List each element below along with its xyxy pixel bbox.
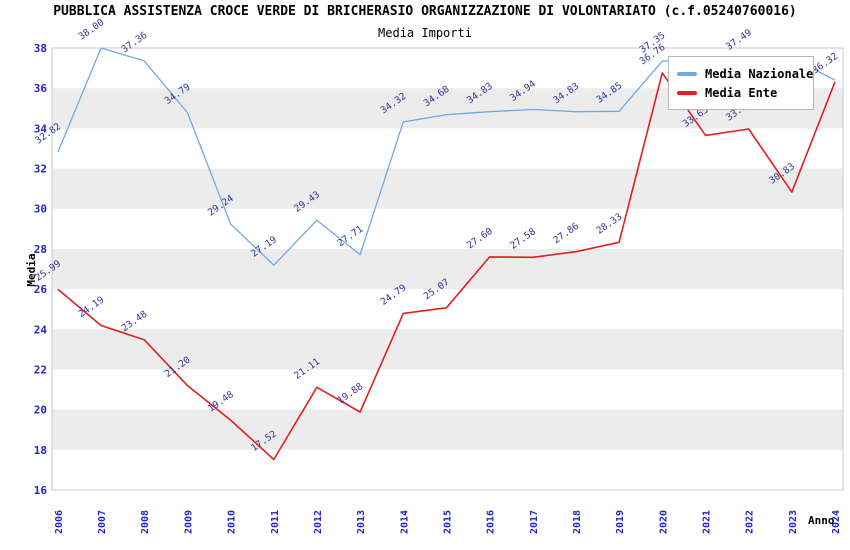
legend-item-media-nazionale[interactable]: Media Nazionale (677, 64, 813, 83)
x-tick-label: 2024 (831, 510, 842, 534)
point-label: 19.88 (336, 381, 366, 407)
legend-label-media-ente: Media Ente (705, 85, 778, 100)
plot-border (51, 47, 844, 491)
legend-item-media-ente[interactable]: Media Ente (677, 83, 805, 102)
background-band (52, 248, 843, 290)
x-tick-label: 2021 (702, 510, 713, 534)
legend-label-media-nazionale: Media Nazionale (705, 66, 814, 81)
x-tick-label: 2017 (529, 510, 540, 534)
y-tick-label: 24 (34, 323, 48, 336)
point-label: 24.19 (77, 294, 107, 320)
x-axis-title: Anno (808, 514, 835, 527)
x-tick-label: 2018 (572, 510, 583, 534)
y-tick-label: 16 (34, 484, 48, 497)
background-band (52, 329, 843, 370)
chart-subtitle: Media Importi (378, 26, 472, 40)
x-tick-label: 2007 (97, 510, 108, 534)
point-label: 37.36 (120, 30, 150, 56)
y-tick-label: 34 (34, 122, 48, 135)
x-tick-label: 2016 (486, 510, 497, 534)
x-tick-label: 2020 (658, 510, 669, 534)
x-tick-label: 2008 (140, 510, 151, 534)
series-line-media-ente (57, 72, 836, 461)
x-tick-label: 2010 (227, 510, 238, 534)
point-label: 37.49 (724, 27, 754, 53)
blue-line-swatch-icon (677, 71, 697, 76)
y-tick-label: 26 (34, 283, 48, 296)
y-tick-label: 36 (34, 82, 48, 95)
y-tick-label: 18 (34, 444, 47, 457)
y-tick-label: 32 (34, 163, 47, 176)
point-label: 27.71 (336, 224, 366, 250)
point-label: 38.00 (77, 17, 107, 43)
point-label: 27.60 (465, 226, 495, 252)
x-tick-label: 2012 (313, 510, 324, 534)
x-tick-label: 2015 (442, 510, 453, 534)
point-label: 36.32 (810, 51, 840, 76)
x-tick-label: 2014 (399, 510, 410, 534)
point-label: 28.33 (595, 211, 625, 236)
x-tick-label: 2013 (356, 510, 367, 534)
y-tick-label: 30 (34, 203, 47, 216)
x-tick-label: 2011 (270, 510, 281, 534)
x-tick-label: 2022 (745, 510, 756, 534)
x-tick-label: 2019 (615, 510, 626, 534)
background-band (52, 168, 843, 209)
x-tick-label: 2009 (183, 510, 194, 534)
x-tick-label: 2023 (788, 510, 799, 534)
point-label: 27.58 (508, 226, 538, 252)
chart-title: PUBBLICA ASSISTENZA CROCE VERDE DI BRICH… (53, 4, 797, 19)
red-line-swatch-icon (677, 90, 697, 95)
y-tick-label: 22 (34, 363, 47, 376)
y-axis-title: Media (25, 253, 38, 287)
y-tick-label: 38 (34, 42, 47, 55)
point-label: 27.86 (551, 221, 581, 247)
legend: Media Nazionale Media Ente (668, 56, 814, 110)
x-tick-label: 2006 (54, 510, 65, 534)
background-band (52, 409, 843, 450)
y-tick-label: 20 (34, 404, 47, 417)
y-tick-label: 28 (34, 243, 47, 256)
